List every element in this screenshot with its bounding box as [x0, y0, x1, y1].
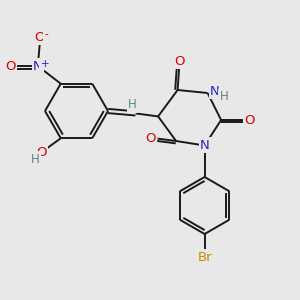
Text: N: N	[33, 59, 43, 73]
Text: O: O	[245, 113, 255, 127]
Text: H: H	[128, 98, 137, 112]
Text: O: O	[5, 60, 16, 73]
Text: N: N	[200, 139, 210, 152]
Text: N: N	[210, 85, 220, 98]
Text: H: H	[31, 153, 40, 166]
Text: O: O	[36, 146, 47, 159]
Text: O: O	[175, 55, 185, 68]
Text: -: -	[44, 29, 48, 39]
Text: Br: Br	[197, 250, 212, 264]
Text: H: H	[220, 90, 229, 103]
Text: O: O	[145, 132, 155, 145]
Text: +: +	[40, 59, 49, 69]
Text: O: O	[34, 31, 45, 44]
